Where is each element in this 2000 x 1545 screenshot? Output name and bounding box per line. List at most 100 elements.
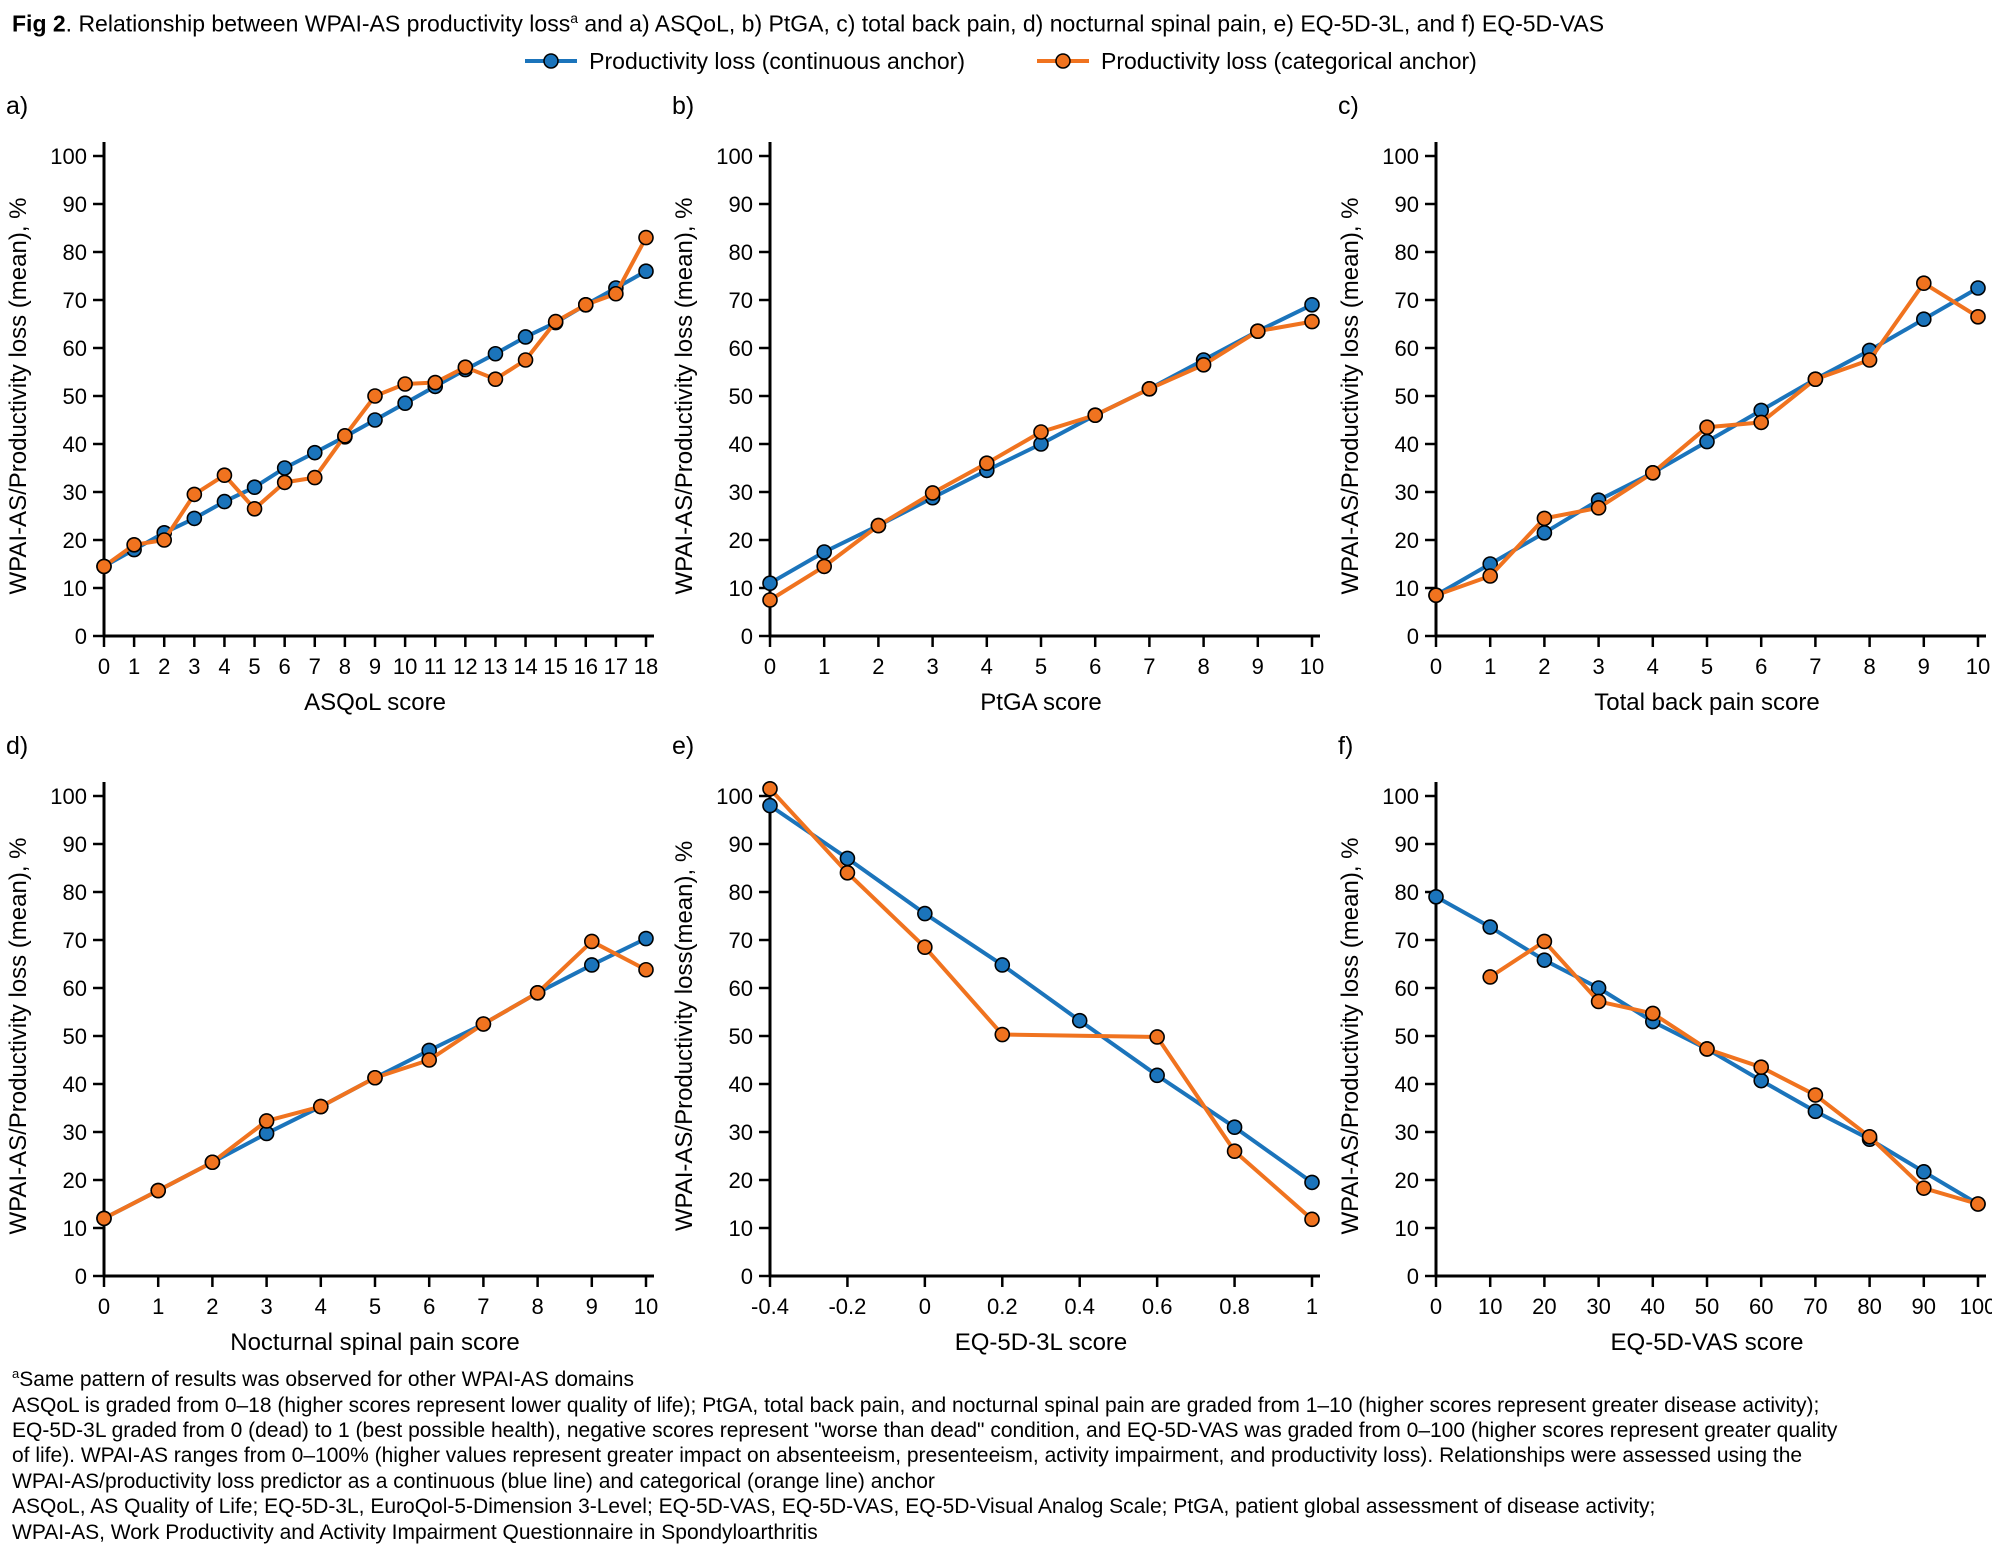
data-point-categorical — [204, 1154, 221, 1171]
data-point-categorical — [583, 933, 600, 950]
x-tick-label: 11 — [424, 654, 447, 679]
data-point-continuous — [1536, 952, 1553, 969]
data-point-continuous — [517, 329, 534, 346]
data-point-continuous — [246, 479, 263, 496]
data-point-categorical — [978, 455, 995, 472]
x-tick-label: 0 — [1430, 1294, 1442, 1319]
y-tick-label: 10 — [63, 1216, 87, 1241]
x-tick-label: 90 — [1912, 1294, 1936, 1319]
figure-caption: Fig 2. Relationship between WPAI-AS prod… — [0, 0, 2000, 38]
data-point-continuous — [762, 575, 778, 592]
x-tick-label: 9 — [369, 654, 381, 679]
x-tick-label: 3 — [1592, 654, 1604, 679]
x-tick-label: 17 — [604, 654, 628, 679]
x-tick-label: 6 — [1089, 654, 1101, 679]
y-tick-label: 60 — [729, 336, 753, 361]
x-tick-label: -0.4 — [751, 1294, 789, 1319]
y-tick-label: 30 — [1395, 1120, 1419, 1145]
x-tick-label: 2 — [206, 1294, 218, 1319]
y-tick-label: 60 — [1395, 976, 1419, 1001]
data-point-categorical — [1195, 357, 1212, 373]
x-tick-label: 5 — [369, 1294, 381, 1319]
y-tick-label: 20 — [63, 1168, 87, 1193]
data-point-categorical — [1861, 352, 1878, 369]
y-tick-label: 50 — [1395, 384, 1419, 409]
y-tick-label: 80 — [1395, 880, 1419, 905]
data-point-categorical — [337, 428, 353, 444]
y-axis-label: WPAI-AS/Productivity loss (mean), % — [1337, 838, 1364, 1235]
y-tick-label: 50 — [63, 384, 87, 409]
data-point-categorical — [1149, 1029, 1165, 1046]
data-point-categorical — [870, 518, 887, 534]
data-point-continuous — [1915, 311, 1932, 328]
footnote-line: WPAI-AS/productivity loss predictor as a… — [12, 1469, 935, 1493]
data-point-continuous — [1304, 1174, 1320, 1191]
data-point-categorical — [1590, 993, 1607, 1010]
x-tick-label: 0 — [98, 1294, 110, 1319]
x-tick-label: 7 — [1143, 654, 1155, 679]
x-tick-label: 18 — [634, 654, 658, 679]
data-point-continuous — [1536, 525, 1553, 541]
data-point-categorical — [924, 485, 941, 502]
x-tick-label: 0 — [764, 654, 776, 679]
data-point-categorical — [1970, 1196, 1986, 1213]
data-point-categorical — [762, 592, 778, 609]
data-point-continuous — [762, 798, 778, 814]
legend-label-continuous: Productivity loss (continuous anchor) — [589, 47, 965, 74]
x-tick-label: 9 — [1252, 654, 1264, 679]
data-point-categorical — [1915, 1180, 1932, 1197]
y-tick-label: 50 — [63, 1024, 87, 1049]
x-tick-label: 4 — [981, 654, 993, 679]
data-point-categorical — [367, 388, 383, 405]
y-tick-label: 10 — [63, 576, 87, 601]
y-tick-label: 50 — [1395, 1024, 1419, 1049]
data-point-continuous — [638, 931, 654, 947]
y-tick-label: 80 — [63, 240, 87, 265]
y-tick-label: 70 — [1395, 928, 1419, 953]
data-point-categorical — [638, 962, 654, 978]
data-point-categorical — [421, 1052, 438, 1069]
x-tick-label: 4 — [315, 1294, 327, 1319]
x-tick-label: 5 — [1035, 654, 1047, 679]
x-tick-label: 8 — [531, 1294, 543, 1319]
x-tick-label: 8 — [1863, 654, 1875, 679]
y-tick-label: 100 — [1382, 784, 1419, 809]
panel-letter: c) — [1338, 92, 1359, 120]
data-point-categorical — [1699, 419, 1715, 436]
data-point-categorical — [529, 985, 546, 1001]
y-tick-label: 80 — [1395, 240, 1419, 265]
series-line-categorical — [768, 319, 1314, 603]
data-point-continuous — [1590, 980, 1607, 997]
data-point-categorical — [1033, 424, 1049, 441]
y-tick-label: 40 — [63, 1072, 87, 1097]
x-tick-label: 3 — [926, 654, 938, 679]
data-point-categorical — [96, 1210, 112, 1227]
legend: Productivity loss (continuous anchor) Pr… — [0, 44, 2000, 78]
y-tick-label: 100 — [50, 144, 87, 169]
data-point-categorical — [258, 1113, 275, 1130]
y-tick-label: 0 — [741, 624, 753, 649]
y-tick-label: 0 — [75, 624, 87, 649]
data-point-categorical — [276, 474, 293, 491]
footnote-line: EQ-5D-3L graded from 0 (dead) to 1 (best… — [12, 1419, 1838, 1443]
data-point-continuous — [1753, 1073, 1770, 1089]
data-point-categorical — [1536, 933, 1553, 950]
x-tick-label: 4 — [1647, 654, 1659, 679]
data-point-continuous — [1304, 297, 1320, 313]
panel-letter: d) — [6, 732, 28, 760]
x-tick-label: 3 — [260, 1294, 272, 1319]
data-point-categorical — [367, 1070, 383, 1086]
data-point-categorical — [638, 230, 654, 246]
data-point-categorical — [1970, 309, 1986, 325]
y-tick-label: 20 — [729, 528, 753, 553]
x-tick-label: 80 — [1857, 1294, 1881, 1319]
x-tick-label: 0.4 — [1064, 1294, 1095, 1319]
y-axis-label: WPAI-AS/Productivity loss(mean), % — [671, 841, 698, 1231]
x-tick-label: 4 — [218, 654, 230, 679]
data-point-categorical — [156, 532, 173, 549]
x-tick-label: 7 — [477, 1294, 489, 1319]
figure-title-rest: and a) ASQoL, b) PtGA, c) total back pai… — [578, 10, 1605, 37]
x-tick-label: 1 — [128, 654, 140, 679]
charts-grid: a) 0 10 20 30 40 50 60 70 80 90 100 0 1 2 3 4 5 6 7 8 9 10 11 12… — [0, 80, 2000, 1360]
